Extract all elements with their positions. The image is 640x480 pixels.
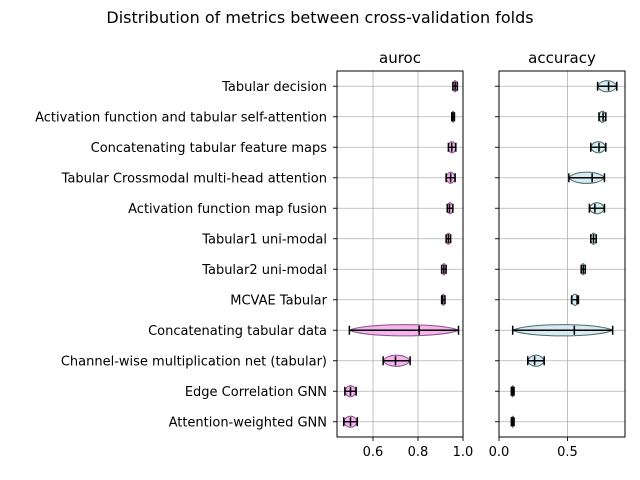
- x-tick-label: 1.0: [453, 445, 474, 460]
- panel-title: accuracy: [528, 49, 596, 67]
- category-label: Tabular decision: [221, 80, 327, 95]
- category-label: Concatenating tabular feature maps: [91, 141, 328, 156]
- x-tick-label: 0.0: [489, 445, 510, 460]
- x-tick-label: 0.5: [557, 445, 578, 460]
- x-tick-label: 0.8: [408, 445, 429, 460]
- category-label: Attention-weighted GNN: [169, 415, 327, 430]
- axes-frame: [498, 70, 626, 438]
- category-label: Concatenating tabular data: [148, 324, 327, 339]
- category-label: Activation function and tabular self-att…: [35, 110, 327, 125]
- category-label: MCVAE Tabular: [230, 293, 327, 308]
- axes-frame: [336, 70, 464, 438]
- panel-accuracy: 0.0 0.5 accuracy: [489, 49, 626, 460]
- panel-title: auroc: [379, 49, 421, 67]
- category-label: Channel-wise multiplication net (tabular…: [61, 354, 327, 369]
- category-label: Tabular1 uni-modal: [201, 232, 327, 247]
- category-label: Activation function map fusion: [128, 202, 327, 217]
- category-label: Tabular2 uni-modal: [201, 263, 327, 278]
- category-labels: Tabular decision Activation function and …: [35, 80, 328, 431]
- category-label: Edge Correlation GNN: [185, 385, 327, 400]
- category-label: Tabular Crossmodal multi-head attention: [61, 171, 327, 186]
- panel-auroc: 0.6 0.8 1.0 auroc: [333, 49, 473, 460]
- x-tick-label: 0.6: [363, 445, 384, 460]
- chart-title: Distribution of metrics between cross-va…: [106, 8, 533, 27]
